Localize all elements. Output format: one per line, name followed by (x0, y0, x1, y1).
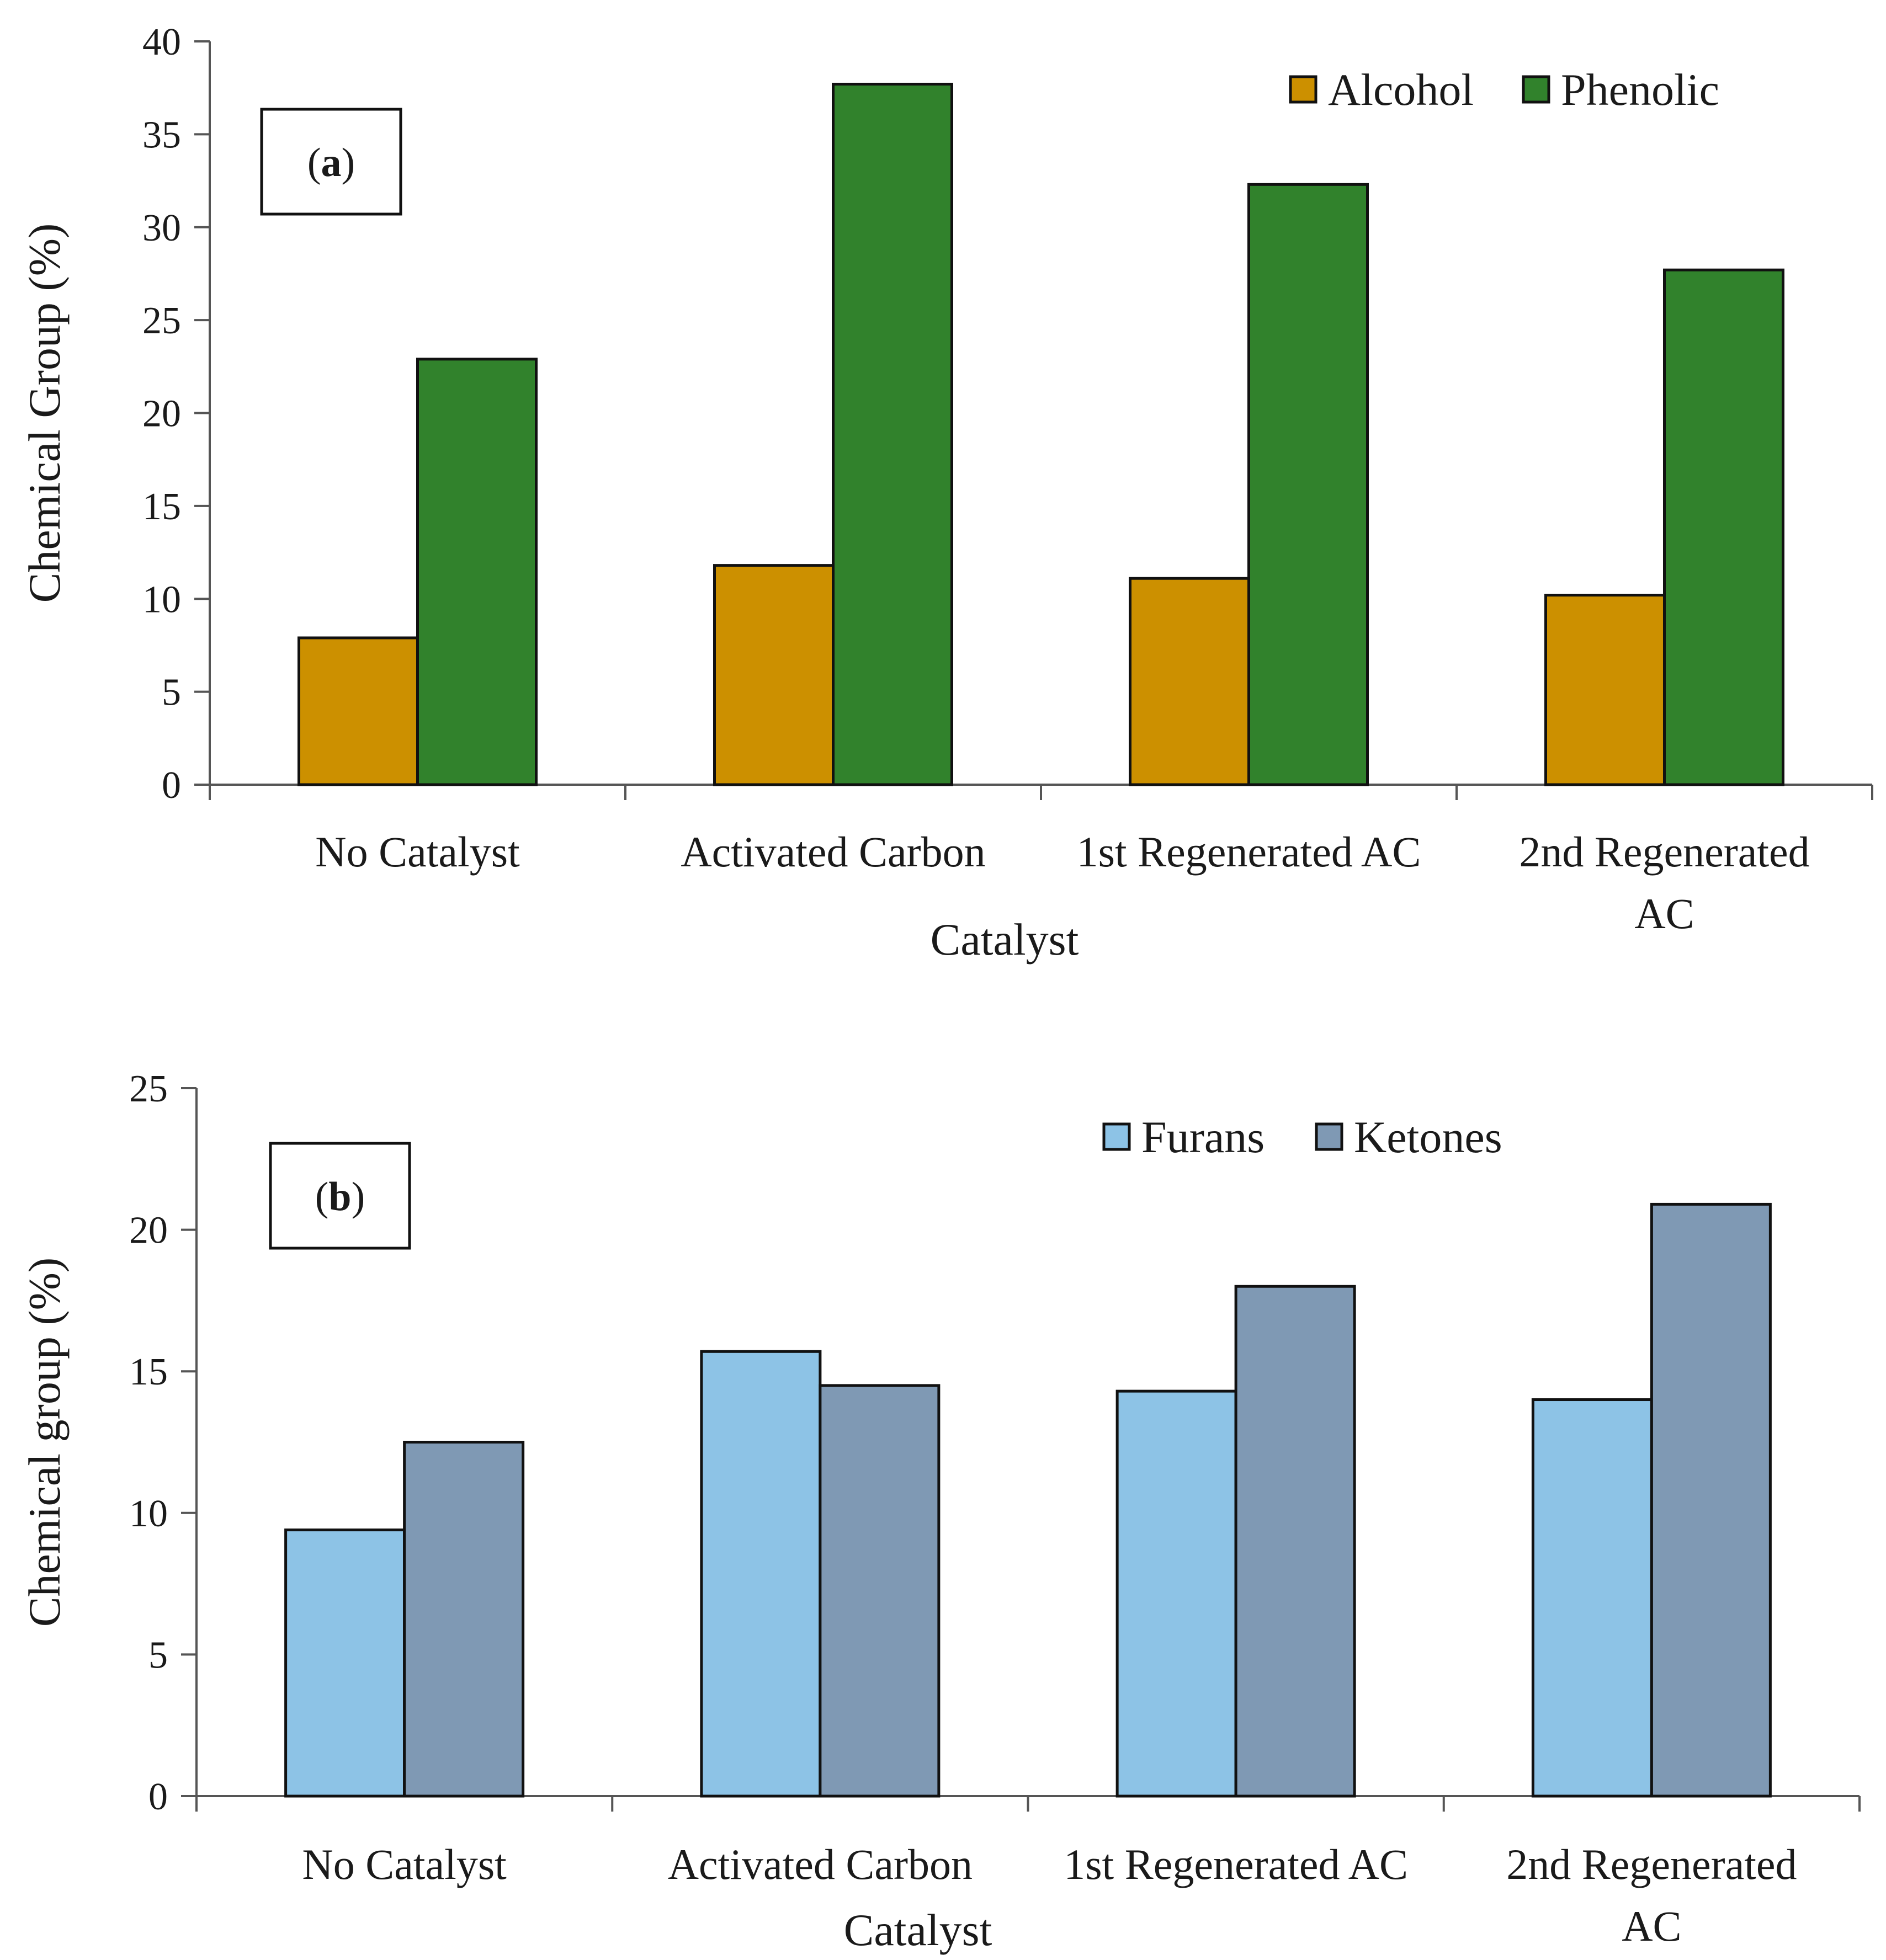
y-tick-label: 15 (129, 1351, 168, 1393)
x-axis-title: Catalyst (844, 1905, 992, 1955)
legend-label-phenolic: Phenolic (1561, 65, 1719, 115)
y-tick-label: 25 (142, 300, 181, 342)
bar-ketones-3 (1234, 1285, 1356, 1798)
y-tick-label: 40 (142, 21, 181, 63)
y-tick-label: 5 (162, 672, 181, 714)
bar-ketones-4 (1650, 1202, 1772, 1798)
y-tick-label: 35 (142, 114, 181, 156)
x-category-label: 1st Regenerated AC (1077, 828, 1421, 876)
panel-label: (a) (307, 140, 355, 185)
chart-panel-b: 0 5 10 15 20 25 No Catalyst Activated Carbon 1st… (19, 1068, 1861, 1955)
x-category-label: 2nd Regenerated AC (1519, 828, 1809, 938)
bar-furans-1 (284, 1528, 406, 1798)
bar-phenolic-4 (1663, 268, 1784, 786)
panel-label-box (269, 1142, 411, 1250)
bar-alcohol-2 (713, 564, 835, 786)
bar-furans-3 (1115, 1389, 1237, 1798)
y-tick-label: 15 (142, 486, 181, 528)
x-category-label: No Catalyst (315, 828, 520, 876)
legend-label-ketones: Ketones (1354, 1112, 1502, 1162)
bar-phenolic-3 (1247, 183, 1369, 786)
x-axis-title: Catalyst (931, 914, 1079, 965)
y-tick-label: 0 (162, 764, 181, 807)
bar-ketones-1 (403, 1441, 525, 1798)
chart-panel-a: 0 5 10 15 20 25 30 35 40 No Catalyst Activated Car… (19, 21, 1873, 965)
panel-label: (b) (315, 1174, 365, 1219)
y-tick-label: 0 (148, 1776, 168, 1818)
bar-alcohol-3 (1129, 577, 1250, 786)
y-axis-title: Chemical Group (%) (19, 223, 70, 603)
bar-furans-4 (1531, 1398, 1653, 1798)
x-category-label: No Catalyst (302, 1840, 507, 1888)
bar-alcohol-4 (1544, 594, 1666, 786)
y-tick-label: 20 (129, 1210, 168, 1252)
x-category-label: 2nd Regenerated AC (1506, 1840, 1797, 1950)
y-tick-label: 5 (148, 1634, 168, 1676)
bar-alcohol-1 (297, 636, 419, 786)
bar-ketones-2 (819, 1384, 941, 1798)
panel-label-box (260, 108, 402, 216)
legend-swatch-furans (1102, 1122, 1131, 1151)
bar-furans-2 (700, 1350, 822, 1798)
legend-label-alcohol: Alcohol (1328, 65, 1474, 115)
y-tick-label: 25 (129, 1068, 168, 1110)
x-category-label: Activated Carbon (681, 828, 985, 876)
legend-swatch-phenolic (1522, 75, 1550, 104)
legend-swatch-alcohol (1289, 75, 1317, 104)
x-category-label: Activated Carbon (668, 1840, 973, 1888)
y-tick-label: 30 (142, 207, 181, 249)
y-tick-label: 10 (142, 578, 181, 621)
legend-swatch-ketones (1315, 1122, 1343, 1151)
y-tick-label: 10 (129, 1493, 168, 1535)
bar-phenolic-1 (416, 358, 538, 786)
legend-label-furans: Furans (1141, 1112, 1265, 1162)
x-category-label: 1st Regenerated AC (1064, 1840, 1408, 1888)
y-axis-title: Chemical group (%) (19, 1258, 70, 1627)
bar-phenolic-2 (832, 82, 953, 786)
y-tick-label: 20 (142, 393, 181, 435)
